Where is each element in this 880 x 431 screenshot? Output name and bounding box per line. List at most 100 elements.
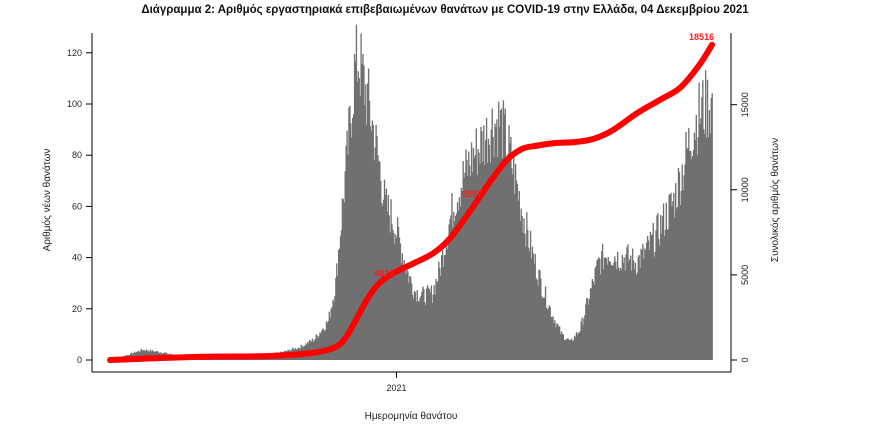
bar xyxy=(406,269,408,360)
bar xyxy=(593,284,595,360)
bar xyxy=(677,167,680,360)
bar xyxy=(139,351,141,360)
bar xyxy=(685,131,687,360)
bar xyxy=(552,316,554,360)
bar xyxy=(138,351,140,360)
bar xyxy=(584,315,586,360)
bar xyxy=(563,340,565,360)
bar xyxy=(569,339,571,360)
bar xyxy=(386,211,388,360)
bar xyxy=(607,256,609,360)
bar xyxy=(576,334,579,360)
bar xyxy=(690,151,692,360)
bar xyxy=(146,350,149,360)
bar xyxy=(509,143,511,360)
bar xyxy=(689,150,691,360)
bar xyxy=(657,213,659,360)
bar xyxy=(675,183,677,360)
bar xyxy=(639,267,641,360)
bar xyxy=(526,212,528,360)
bar xyxy=(557,324,559,360)
bar xyxy=(453,211,455,360)
bar xyxy=(362,53,364,360)
bar xyxy=(484,165,486,360)
bar xyxy=(402,266,404,360)
bar xyxy=(466,159,468,360)
bar xyxy=(462,160,464,360)
bar xyxy=(642,243,644,360)
bar xyxy=(322,329,325,360)
bar xyxy=(353,54,356,361)
bar xyxy=(332,299,334,360)
bar xyxy=(339,235,342,360)
bar xyxy=(142,350,144,360)
bar xyxy=(395,234,397,360)
bar xyxy=(643,259,645,360)
bar xyxy=(596,260,598,360)
bar xyxy=(517,200,520,360)
bar xyxy=(461,190,463,360)
y2-tick-label: 10000 xyxy=(740,177,750,202)
bar xyxy=(687,147,689,360)
bar xyxy=(141,350,143,360)
bar xyxy=(514,164,517,360)
bar xyxy=(473,158,476,360)
callout-label: 18516 xyxy=(689,32,714,42)
bar xyxy=(425,288,428,360)
daily-deaths-bars xyxy=(109,24,713,361)
bar xyxy=(646,235,649,360)
bar xyxy=(629,259,631,360)
bar xyxy=(609,261,611,360)
bar xyxy=(495,127,497,361)
bar xyxy=(378,160,380,360)
bar xyxy=(696,155,698,360)
bar xyxy=(319,332,321,360)
bar xyxy=(695,114,697,361)
bar xyxy=(336,263,338,360)
bar xyxy=(376,136,378,360)
bar xyxy=(682,189,684,360)
bar xyxy=(640,248,642,360)
callout-labels: 4620 9297 18516 xyxy=(374,32,714,279)
bar xyxy=(570,339,572,360)
bar xyxy=(410,276,412,360)
bar xyxy=(568,340,570,360)
bar xyxy=(659,245,661,360)
x-tick-label: 2021 xyxy=(386,383,406,393)
bar xyxy=(396,237,398,360)
bar xyxy=(429,292,432,360)
bar xyxy=(523,218,525,360)
bar xyxy=(601,243,604,360)
bar xyxy=(579,331,581,360)
bar xyxy=(644,248,646,360)
bar xyxy=(655,230,657,360)
bar xyxy=(383,179,386,360)
bar xyxy=(308,339,311,360)
bar xyxy=(374,147,376,360)
bar xyxy=(701,97,703,360)
bar xyxy=(561,333,564,360)
bar xyxy=(442,267,445,360)
bar xyxy=(450,215,452,360)
bar xyxy=(616,269,618,360)
bar xyxy=(619,268,622,360)
bar xyxy=(531,246,534,360)
bar xyxy=(361,64,363,360)
bar xyxy=(616,251,619,360)
bar xyxy=(379,161,381,360)
bar xyxy=(419,297,421,360)
bar xyxy=(522,232,524,360)
bar xyxy=(486,162,489,360)
bar xyxy=(679,205,682,360)
bar xyxy=(333,302,335,360)
bar xyxy=(422,286,424,360)
bar xyxy=(420,295,422,360)
bar xyxy=(590,288,593,360)
bar xyxy=(708,110,711,361)
bar xyxy=(668,194,670,360)
bar xyxy=(454,221,456,360)
bar xyxy=(703,129,705,360)
bar xyxy=(490,129,492,360)
bar xyxy=(457,210,460,360)
bar xyxy=(335,277,337,360)
